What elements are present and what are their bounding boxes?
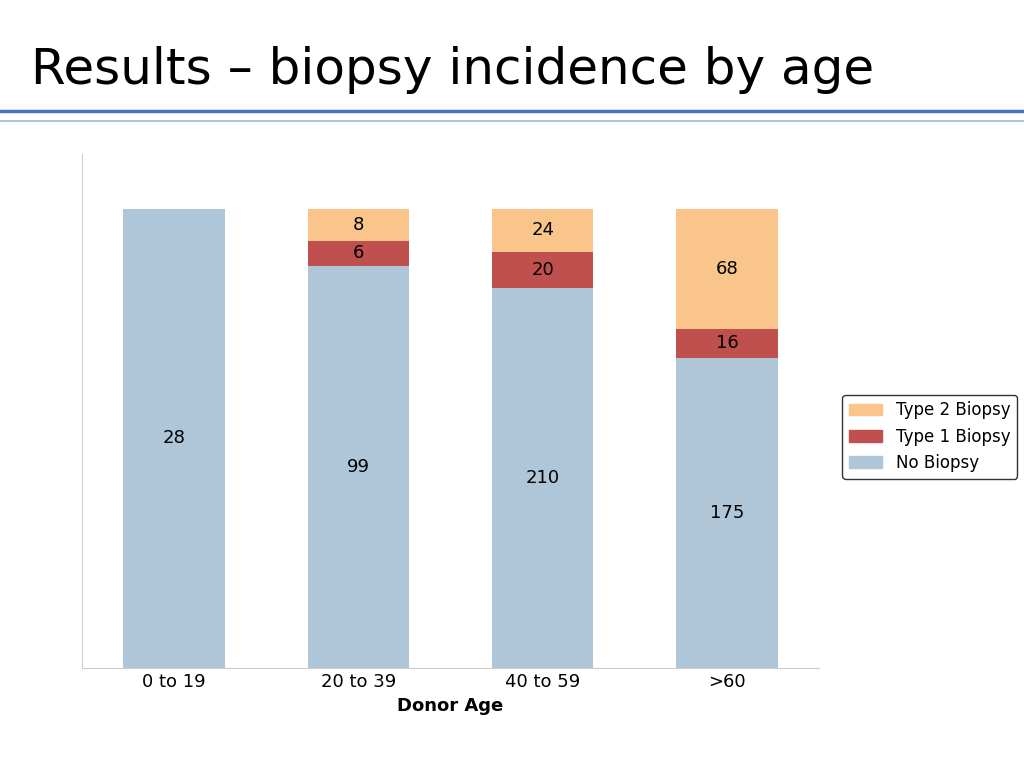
- Text: 99: 99: [347, 458, 370, 476]
- Bar: [676, 329, 778, 358]
- Bar: [676, 358, 778, 668]
- Bar: [307, 209, 409, 241]
- Text: 68: 68: [716, 260, 738, 278]
- Bar: [676, 209, 778, 329]
- Text: 28: 28: [163, 429, 185, 448]
- Text: Results – biopsy incidence by age: Results – biopsy incidence by age: [31, 46, 873, 94]
- Text: 8: 8: [352, 216, 365, 234]
- Text: 20: 20: [531, 261, 554, 279]
- Bar: [492, 288, 594, 668]
- Text: 210: 210: [525, 469, 560, 487]
- Bar: [307, 241, 409, 266]
- Bar: [307, 266, 409, 668]
- Text: 16: 16: [716, 334, 738, 353]
- Bar: [492, 252, 594, 288]
- Text: 24: 24: [531, 221, 554, 240]
- X-axis label: Donor Age: Donor Age: [397, 697, 504, 714]
- Text: 175: 175: [710, 504, 744, 522]
- Legend: Type 2 Biopsy, Type 1 Biopsy, No Biopsy: Type 2 Biopsy, Type 1 Biopsy, No Biopsy: [843, 395, 1017, 478]
- Text: 6: 6: [352, 244, 365, 263]
- Bar: [492, 209, 594, 252]
- Bar: [123, 209, 224, 668]
